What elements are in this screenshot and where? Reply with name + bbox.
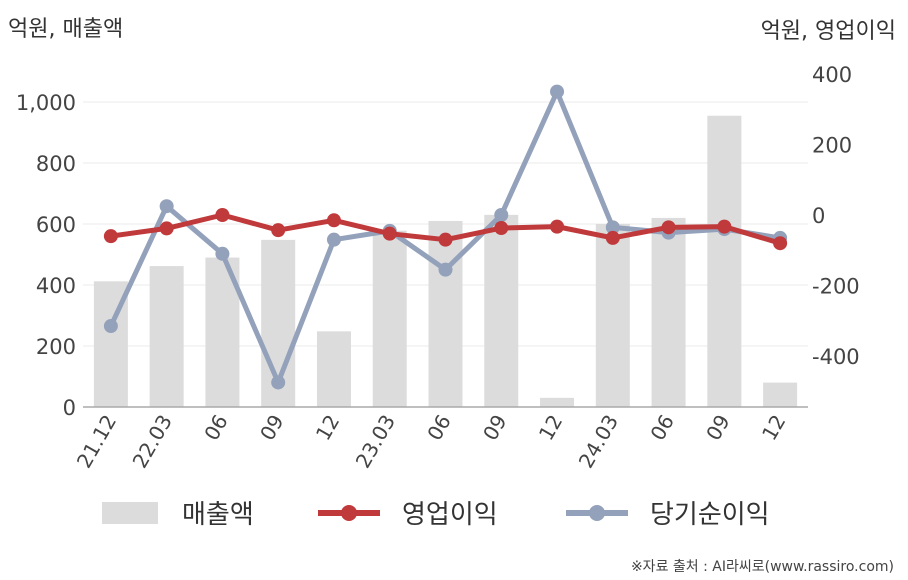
source-note: ※자료 출처 : AI라씨로(www.rassiro.com) <box>631 559 894 575</box>
right-tick-label: -400 <box>812 345 860 369</box>
left-tick-label: 0 <box>63 396 76 420</box>
x-tick-label: 12 <box>534 411 568 445</box>
revenue-bar <box>149 266 184 407</box>
right-tick-label: 200 <box>812 134 852 158</box>
operating-profit-point <box>494 221 509 236</box>
right-axis-unit-label: 억원, 영업이익 <box>761 19 896 44</box>
legend-label-revenue: 매출액 <box>182 500 254 530</box>
revenue-bars <box>93 115 798 407</box>
x-tick-label: 09 <box>255 411 289 445</box>
revenue-bar <box>763 382 798 407</box>
x-tick-label: 12 <box>311 411 345 445</box>
right-tick-label: 400 <box>812 63 852 87</box>
revenue-bar <box>372 230 407 407</box>
legend-label-operating-profit: 영업이익 <box>402 500 498 530</box>
operating-profit-point <box>773 236 788 251</box>
operating-profit-point <box>159 221 174 236</box>
legend-marker-net-income <box>589 505 605 521</box>
net-income-point <box>215 246 230 261</box>
right-tick-label: 0 <box>812 204 825 228</box>
net-income-point <box>494 208 509 222</box>
x-tick-label: 09 <box>478 411 512 445</box>
left-tick-label: 200 <box>36 335 76 359</box>
operating-profit-point <box>326 213 341 228</box>
revenue-bar <box>707 115 742 407</box>
legend-swatch-revenue <box>102 502 158 524</box>
legend-label-net-income: 당기순이익 <box>650 500 770 530</box>
net-income-point <box>605 220 620 235</box>
x-tick-label: 12 <box>757 411 791 445</box>
revenue-bar <box>316 331 351 407</box>
legend-marker-operating-profit <box>341 505 357 521</box>
revenue-bar <box>484 214 519 407</box>
operating-profit-point <box>550 219 565 234</box>
net-income-point <box>438 262 453 277</box>
operating-profit-point <box>215 208 230 222</box>
revenue-bar <box>595 224 630 407</box>
operating-profit-point <box>271 223 286 238</box>
net-income-point <box>271 375 286 390</box>
operating-profit-point <box>605 230 620 245</box>
operating-profit-point <box>661 220 676 235</box>
net-income-point <box>159 199 174 214</box>
x-tick-label: 24.03 <box>574 411 623 473</box>
right-tick-label: -200 <box>812 275 860 299</box>
x-axis-ticks: 21.12 22.03 06 09 12 23.03 06 09 12 24.03 06 09 12 <box>72 411 791 473</box>
left-tick-label: 800 <box>36 152 76 176</box>
profit-lines <box>103 84 788 390</box>
x-tick-label: 09 <box>701 411 735 445</box>
right-axis-ticks: -400 -200 0 200 400 <box>812 63 860 369</box>
operating-profit-point <box>438 232 453 247</box>
left-axis-unit-label: 억원, 매출액 <box>8 17 123 42</box>
left-tick-label: 1,000 <box>16 91 76 115</box>
left-tick-label: 400 <box>36 274 76 298</box>
net-income-point <box>103 319 118 334</box>
x-tick-label: 23.03 <box>351 411 400 473</box>
revenue-bar <box>651 217 686 407</box>
x-tick-label: 06 <box>422 411 456 445</box>
operating-profit-point <box>717 219 732 234</box>
x-tick-label: 06 <box>199 411 233 445</box>
revenue-bar <box>428 220 463 407</box>
x-tick-label: 06 <box>645 411 679 445</box>
x-tick-label: 22.03 <box>128 411 177 473</box>
operating-profit-point <box>103 229 118 244</box>
left-axis-ticks: 0 200 400 600 800 1,000 <box>16 91 76 420</box>
x-tick-label: 21.12 <box>72 411 121 473</box>
net-income-point <box>550 84 565 99</box>
left-tick-label: 600 <box>36 213 76 237</box>
legend: 매출액 영업이익 당기순이익 <box>102 500 770 530</box>
revenue-bar <box>540 397 575 407</box>
operating-profit-point <box>382 226 397 241</box>
net-income-point <box>326 232 341 247</box>
